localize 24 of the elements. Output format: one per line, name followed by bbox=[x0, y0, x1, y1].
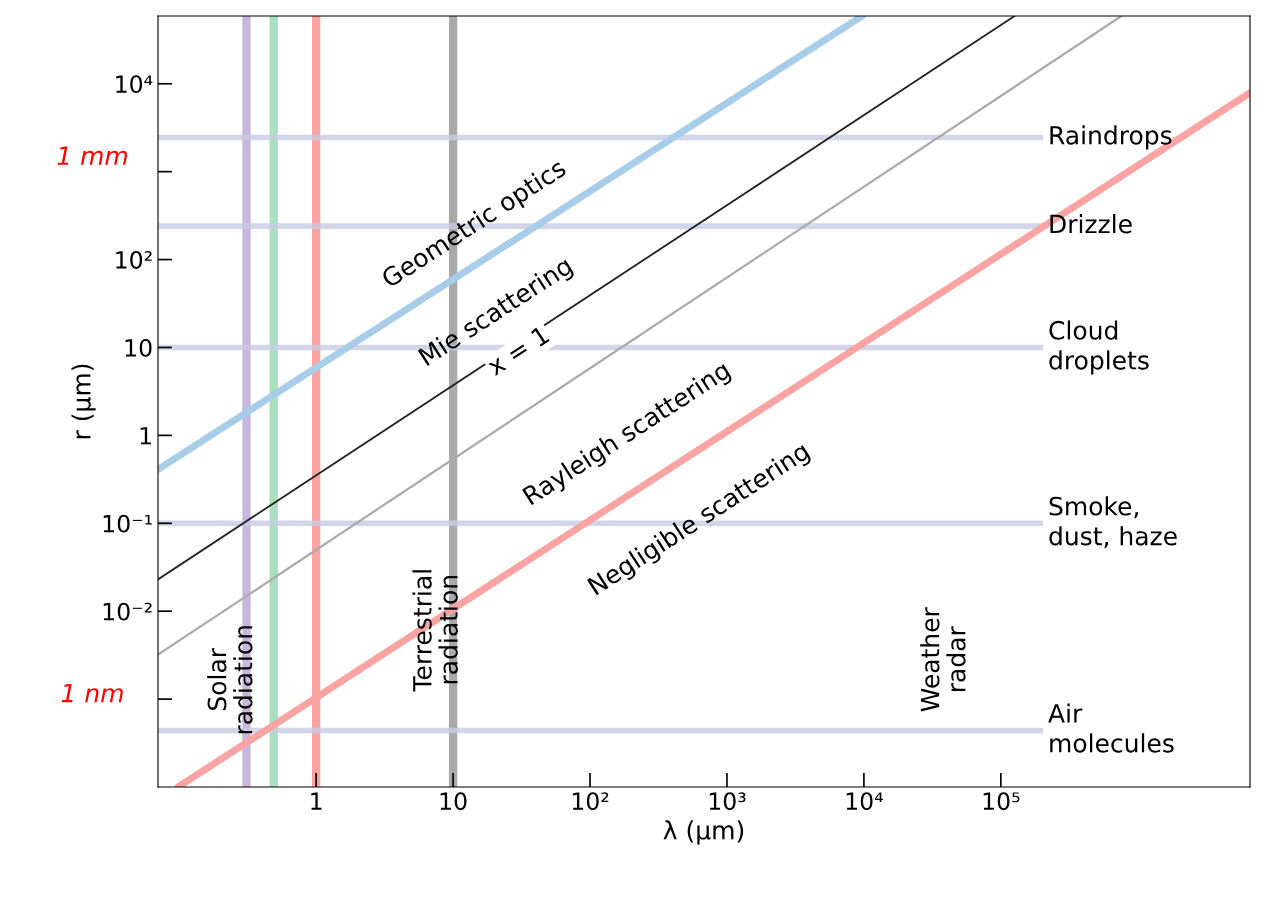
x-axis-title: λ (μm) bbox=[663, 820, 744, 845]
y-tick-label: 10² bbox=[116, 251, 152, 269]
x-tick-label: 1 bbox=[311, 792, 322, 810]
y-axis-title: r (μm) bbox=[71, 364, 96, 439]
x-tick-label: 10 bbox=[440, 792, 467, 811]
y-tick-label: 10⁻² bbox=[103, 602, 152, 621]
y-tick-label: 10⁴ bbox=[116, 75, 153, 94]
x-tick-label: 10⁴ bbox=[846, 792, 883, 811]
ref-line-label: Smoke, dust, haze bbox=[1049, 496, 1177, 549]
x-tick-label: 10³ bbox=[709, 792, 746, 811]
y-tick-label: 10⁻¹ bbox=[103, 514, 152, 533]
ref-line-label: Drizzle bbox=[1050, 214, 1132, 234]
ref-line-label: Cloud droplets bbox=[1049, 320, 1149, 375]
text: 1 mm bbox=[57, 146, 128, 165]
annotation: Solar radiation bbox=[207, 626, 253, 734]
annotation: Terrestrial radiation bbox=[412, 570, 458, 692]
ref-line-label: Raindrops bbox=[1050, 125, 1172, 150]
text: 1 nm bbox=[61, 683, 123, 703]
x-tick-label: 10² bbox=[572, 792, 609, 811]
y-tick-label: 1 bbox=[140, 427, 151, 445]
ref-line-label: Air molecules bbox=[1048, 703, 1174, 753]
annotation: Weather radar bbox=[920, 607, 966, 712]
x-tick-label: 10⁵ bbox=[983, 792, 1020, 811]
y-tick-label: 10 bbox=[125, 338, 152, 357]
